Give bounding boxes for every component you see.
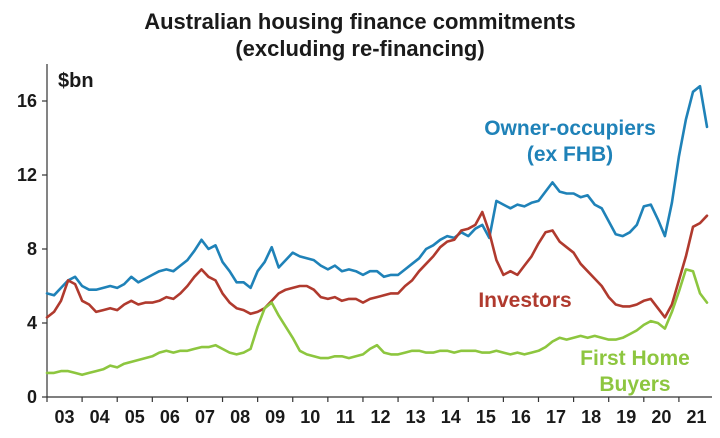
- x-tick-label: 15: [476, 407, 496, 427]
- series-line-owner-occupiers-ex-fhb: [45, 84, 709, 297]
- x-tick-label: 18: [581, 407, 601, 427]
- y-tick-label: 8: [27, 239, 37, 259]
- series-line-first-home-buyers: [45, 268, 709, 377]
- chart-title-line1: Australian housing finance commitments: [144, 9, 576, 34]
- y-tick-label: 16: [17, 91, 37, 111]
- y-axis-unit-label: $bn: [58, 70, 94, 92]
- chart-title: Australian housing finance commitments (…: [0, 8, 720, 62]
- x-tick-label: 20: [651, 407, 671, 427]
- x-tick-label: 09: [265, 407, 285, 427]
- x-tick-label: 04: [90, 407, 110, 427]
- x-tick-label: 06: [160, 407, 180, 427]
- series-label-fhb-line1: First Home: [580, 347, 690, 370]
- x-tick-label: 19: [616, 407, 636, 427]
- x-tick-label: 13: [406, 407, 426, 427]
- series-label-owner-line2: (ex FHB): [526, 143, 614, 166]
- x-tick-label: 12: [370, 407, 390, 427]
- series-label-owner-occupiers: Owner-occupiers (ex FHB): [470, 116, 670, 168]
- series-label-owner-line1: Owner-occupiers: [484, 117, 656, 140]
- x-tick-label: 17: [546, 407, 566, 427]
- series-line-investors: [45, 210, 709, 319]
- y-tick-label: 12: [17, 165, 37, 185]
- y-tick-label: 4: [27, 313, 37, 333]
- series-label-investors-line1: Investors: [478, 289, 572, 312]
- x-tick-label: 21: [686, 407, 706, 427]
- x-tick-label: 07: [195, 407, 215, 427]
- series-label-investors: Investors: [460, 288, 590, 314]
- series-label-first-home-buyers: First Home Buyers: [570, 346, 700, 398]
- x-tick-label: 08: [230, 407, 250, 427]
- x-tick-label: 14: [441, 407, 461, 427]
- x-tick-label: 05: [125, 407, 145, 427]
- chart-title-line2: (excluding re-financing): [235, 36, 485, 61]
- x-tick-label: 16: [511, 407, 531, 427]
- series-label-fhb-line2: Buyers: [599, 373, 671, 396]
- x-tick-label: 10: [300, 407, 320, 427]
- x-tick-label: 11: [336, 407, 355, 427]
- y-tick-label: 0: [27, 387, 37, 407]
- x-tick-label: 03: [55, 407, 75, 427]
